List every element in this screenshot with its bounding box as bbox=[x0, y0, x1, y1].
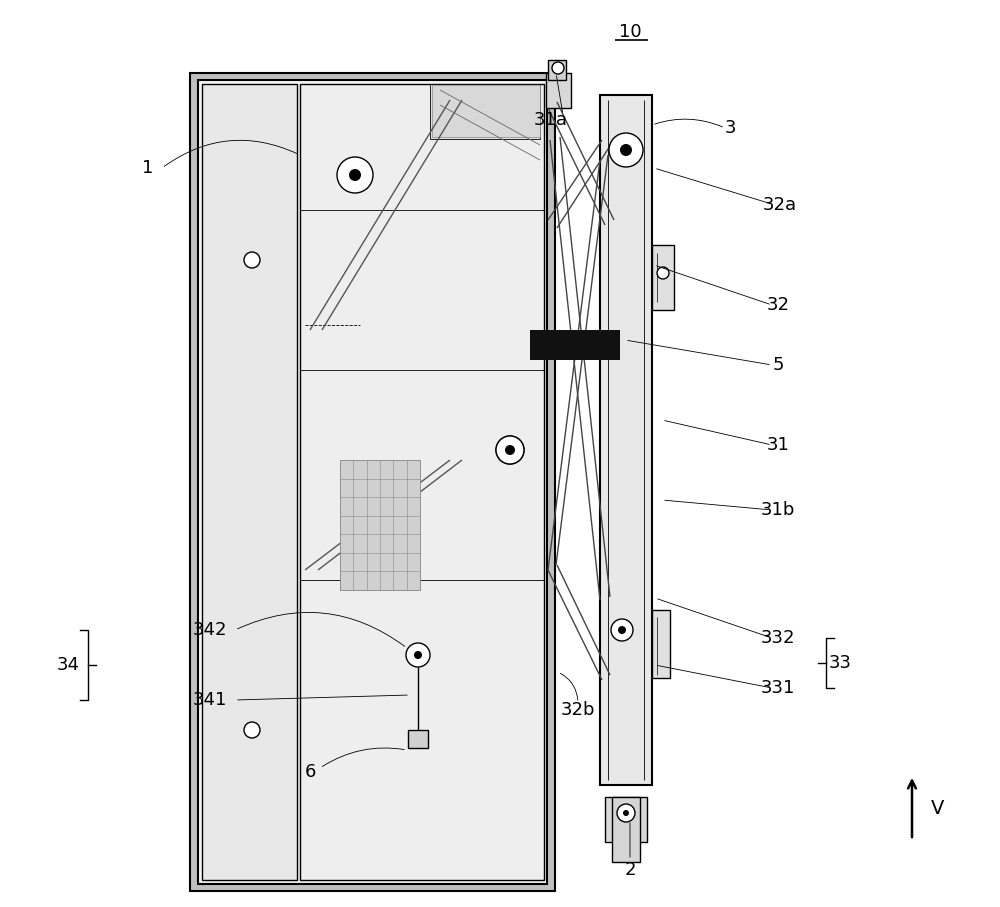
Bar bbox=[300, 84, 544, 880]
Circle shape bbox=[406, 643, 430, 667]
Bar bbox=[600, 95, 652, 785]
Text: 6: 6 bbox=[304, 763, 316, 781]
Bar bbox=[430, 84, 540, 139]
Circle shape bbox=[620, 144, 632, 156]
Bar bbox=[198, 80, 547, 884]
Circle shape bbox=[244, 722, 260, 738]
Circle shape bbox=[244, 252, 260, 268]
Circle shape bbox=[496, 436, 524, 464]
Bar bbox=[432, 85, 540, 137]
Bar bbox=[530, 330, 620, 360]
Circle shape bbox=[609, 133, 643, 167]
Circle shape bbox=[552, 62, 564, 74]
Text: 331: 331 bbox=[761, 679, 795, 697]
Bar bbox=[612, 797, 640, 862]
Text: 32b: 32b bbox=[561, 701, 595, 719]
Text: 342: 342 bbox=[193, 621, 227, 639]
Circle shape bbox=[505, 445, 515, 455]
Bar bbox=[548, 60, 566, 80]
Circle shape bbox=[505, 445, 515, 455]
Bar bbox=[652, 610, 670, 678]
Text: 31a: 31a bbox=[534, 111, 568, 129]
Bar bbox=[408, 730, 428, 748]
Text: 10: 10 bbox=[619, 23, 641, 41]
Bar bbox=[340, 460, 420, 590]
Text: 33: 33 bbox=[828, 654, 852, 672]
Circle shape bbox=[414, 651, 422, 659]
Circle shape bbox=[496, 436, 524, 464]
Text: V: V bbox=[931, 798, 945, 817]
Circle shape bbox=[618, 626, 626, 634]
Circle shape bbox=[349, 169, 361, 181]
Circle shape bbox=[623, 810, 629, 816]
Bar bbox=[605, 797, 647, 842]
Circle shape bbox=[657, 267, 669, 279]
Bar bbox=[202, 84, 297, 880]
Text: 31: 31 bbox=[767, 436, 789, 454]
Text: 31b: 31b bbox=[761, 501, 795, 519]
Circle shape bbox=[611, 619, 633, 641]
Text: 2: 2 bbox=[624, 861, 636, 879]
Circle shape bbox=[617, 804, 635, 822]
Text: 34: 34 bbox=[56, 656, 80, 674]
Text: 341: 341 bbox=[193, 691, 227, 709]
Text: 5: 5 bbox=[772, 356, 784, 374]
Circle shape bbox=[337, 157, 373, 193]
Bar bbox=[546, 73, 571, 108]
Text: 32: 32 bbox=[767, 296, 790, 314]
Text: 3: 3 bbox=[724, 119, 736, 137]
Text: 32a: 32a bbox=[763, 196, 797, 214]
Bar bbox=[190, 73, 555, 891]
Bar bbox=[652, 245, 674, 310]
Text: 332: 332 bbox=[761, 629, 795, 647]
Text: 1: 1 bbox=[142, 159, 154, 177]
